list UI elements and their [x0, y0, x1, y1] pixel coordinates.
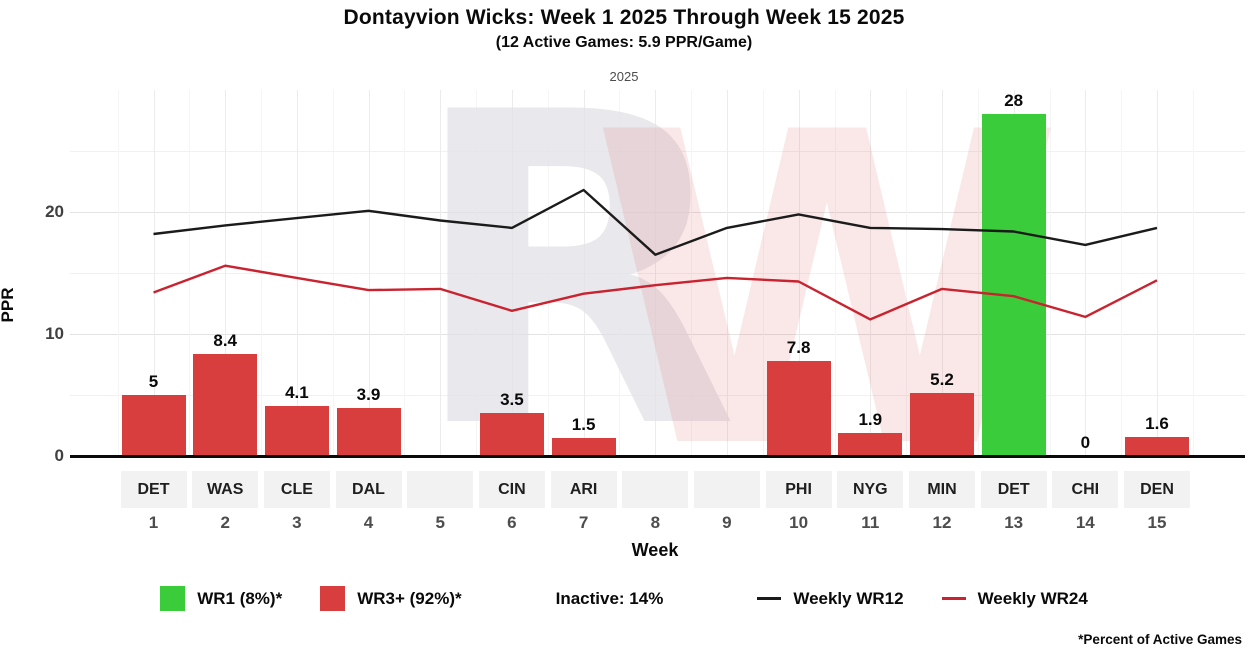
bar-value-label-week-11: 1.9	[858, 409, 883, 429]
bar-week-15	[1125, 436, 1189, 456]
week-tick-label-11: 11	[861, 513, 880, 532]
bar-week-6	[479, 413, 544, 456]
x-axis-line	[70, 455, 1245, 458]
gridline	[70, 334, 1245, 335]
legend-label-inactive: Inactive: 14%	[555, 588, 664, 608]
week-tick-label-2: 2	[220, 513, 230, 532]
footnote: *Percent of Active Games	[1078, 632, 1242, 647]
wr3-swatch-icon	[320, 586, 346, 611]
bar-value-label-week-10: 7.8	[786, 337, 811, 357]
week-tick-label-9: 9	[722, 513, 732, 532]
week-tick-label-3: 3	[292, 513, 302, 532]
bar-week-12	[910, 392, 974, 456]
gridline	[117, 90, 119, 456]
gridline	[1157, 90, 1158, 456]
bar-value-label-week-15: 1.6	[1145, 413, 1169, 433]
wr24-line-icon	[941, 597, 966, 600]
legend-item-wr3: WR3+ (92%)*	[320, 586, 462, 611]
team-label-week-3: CLE	[263, 471, 330, 508]
bar-week-2	[193, 353, 258, 456]
bar-value-label-week-2: 8.4	[213, 330, 237, 350]
team-label-week-1: DET	[120, 471, 187, 508]
legend-label-wr1: WR1 (8%)*	[197, 588, 283, 608]
chart-title: Dontayvion Wicks: Week 1 2025 Through We…	[343, 6, 905, 29]
week-tick-label-14: 14	[1075, 513, 1095, 532]
y-tick-label-20: 20	[45, 202, 64, 221]
team-label-week-5	[407, 471, 474, 508]
team-label-week-14: CHI	[1052, 471, 1119, 508]
bar-value-label-week-13: 28	[1004, 91, 1024, 111]
wr12-line-icon	[757, 597, 782, 600]
team-label-week-12: MIN	[909, 471, 975, 508]
legend-label-wr12: Weekly WR12	[793, 588, 904, 608]
legend: WR1 (8%)* WR3+ (92%)* Inactive: 14% Week…	[0, 586, 1248, 611]
chart-subtitle: (12 Active Games: 5.9 PPR/Game)	[495, 34, 753, 51]
week-tick-label-4: 4	[363, 513, 374, 532]
team-label-week-13: DET	[980, 471, 1047, 508]
gridline	[70, 151, 1245, 152]
bar-week-11	[838, 432, 903, 456]
bar-week-1	[121, 395, 186, 456]
week-tick-label-5: 5	[435, 513, 445, 532]
week-tick-label-1: 1	[148, 513, 159, 532]
week-tick-label-12: 12	[932, 513, 952, 532]
bar-value-label-week-7: 1.5	[571, 414, 596, 434]
week-tick-label-6: 6	[507, 513, 517, 532]
week-tick-label-13: 13	[1004, 513, 1024, 532]
team-label-week-7: ARI	[550, 471, 617, 508]
bar-value-label-week-3: 4.1	[285, 383, 309, 402]
gridline	[70, 395, 1245, 396]
x-axis-title: Week	[631, 540, 679, 560]
gridline	[1192, 90, 1194, 456]
week-tick-label-10: 10	[789, 513, 809, 532]
y-tick-label-10: 10	[45, 324, 64, 343]
bar-value-label-week-14: 0	[1080, 433, 1091, 452]
bar-week-3	[264, 406, 329, 456]
legend-item-wr12: Weekly WR12	[757, 588, 904, 609]
team-label-week-10: PHI	[765, 471, 832, 508]
legend-label-wr3: WR3+ (92%)*	[357, 588, 462, 608]
bar-value-label-week-6: 3.5	[500, 390, 524, 410]
team-label-week-11: NYG	[837, 471, 904, 508]
team-label-week-15: DEN	[1124, 471, 1190, 508]
week-tick-label-7: 7	[578, 513, 589, 532]
y-axis-title: PPR	[0, 287, 17, 323]
gridline	[1121, 90, 1123, 456]
wr1-swatch-icon	[160, 586, 186, 611]
week-tick-label-15: 15	[1147, 513, 1167, 532]
team-label-week-2: WAS	[192, 471, 259, 508]
legend-item-inactive: Inactive: 14%	[556, 589, 664, 609]
gridline	[189, 90, 191, 456]
team-label-week-4: DAL	[335, 471, 402, 508]
team-label-week-8	[622, 471, 689, 508]
team-label-week-9	[693, 471, 760, 508]
bar-week-4	[336, 408, 401, 456]
y-tick-label-0: 0	[54, 446, 64, 465]
legend-item-wr1: WR1 (8%)*	[160, 586, 282, 611]
bar-week-10	[766, 360, 831, 456]
bar-week-13	[981, 114, 1046, 456]
bar-week-7	[551, 437, 616, 456]
bar-value-label-week-4: 3.9	[356, 385, 381, 405]
bar-value-label-week-1: 5	[148, 372, 159, 391]
week-tick-label-8: 8	[650, 513, 661, 532]
team-label-week-6: CIN	[478, 471, 545, 508]
facet-label-2025: 2025	[609, 69, 639, 84]
gridline	[1085, 90, 1087, 456]
legend-label-wr24: Weekly WR24	[977, 588, 1088, 608]
legend-item-wr24: Weekly WR24	[941, 588, 1088, 609]
bar-value-label-week-12: 5.2	[930, 369, 954, 389]
